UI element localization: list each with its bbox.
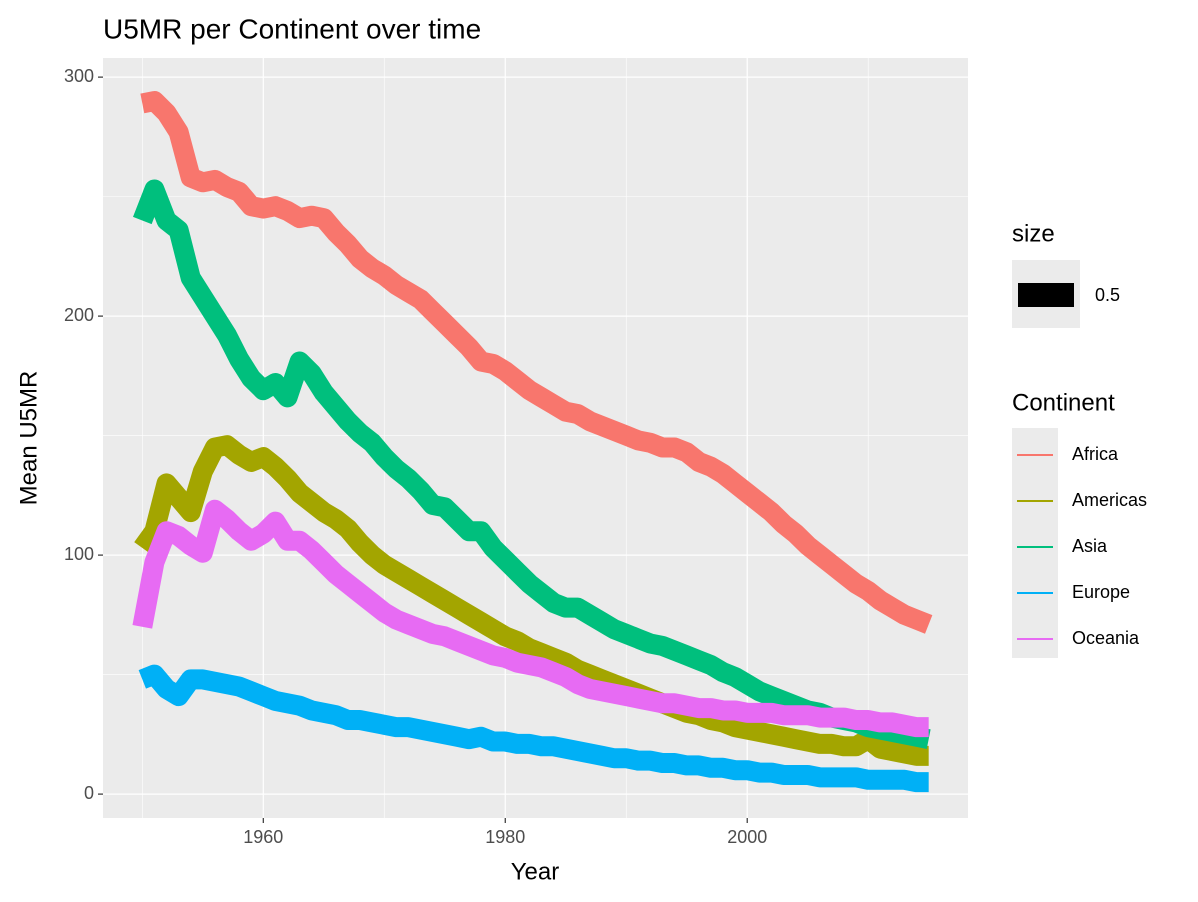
x-tick-label: 2000 bbox=[727, 827, 767, 847]
legend-key bbox=[1012, 428, 1058, 658]
legend-swatch bbox=[1018, 283, 1074, 307]
legend-title: size bbox=[1012, 220, 1055, 247]
y-tick-label: 200 bbox=[64, 305, 94, 325]
legend-label: Americas bbox=[1072, 490, 1147, 510]
x-tick-label: 1980 bbox=[485, 827, 525, 847]
y-tick-label: 0 bbox=[84, 783, 94, 803]
legend-title: Continent bbox=[1012, 389, 1115, 416]
y-axis-title: Mean U5MR bbox=[15, 371, 42, 506]
line-series bbox=[140, 91, 933, 634]
chart-title: U5MR per Continent over time bbox=[103, 13, 481, 44]
legend-label: Asia bbox=[1072, 536, 1108, 556]
x-axis-title: Year bbox=[511, 858, 560, 885]
x-tick-label: 1960 bbox=[243, 827, 283, 847]
y-tick-label: 300 bbox=[64, 66, 94, 86]
line-series bbox=[138, 664, 929, 793]
legend-label: Oceania bbox=[1072, 628, 1140, 648]
legend-label: Europe bbox=[1072, 582, 1130, 602]
line-series bbox=[132, 499, 929, 738]
y-tick-label: 100 bbox=[64, 544, 94, 564]
legend-label: 0.5 bbox=[1095, 285, 1120, 305]
line-series bbox=[134, 435, 929, 766]
legend-label: Africa bbox=[1072, 444, 1119, 464]
